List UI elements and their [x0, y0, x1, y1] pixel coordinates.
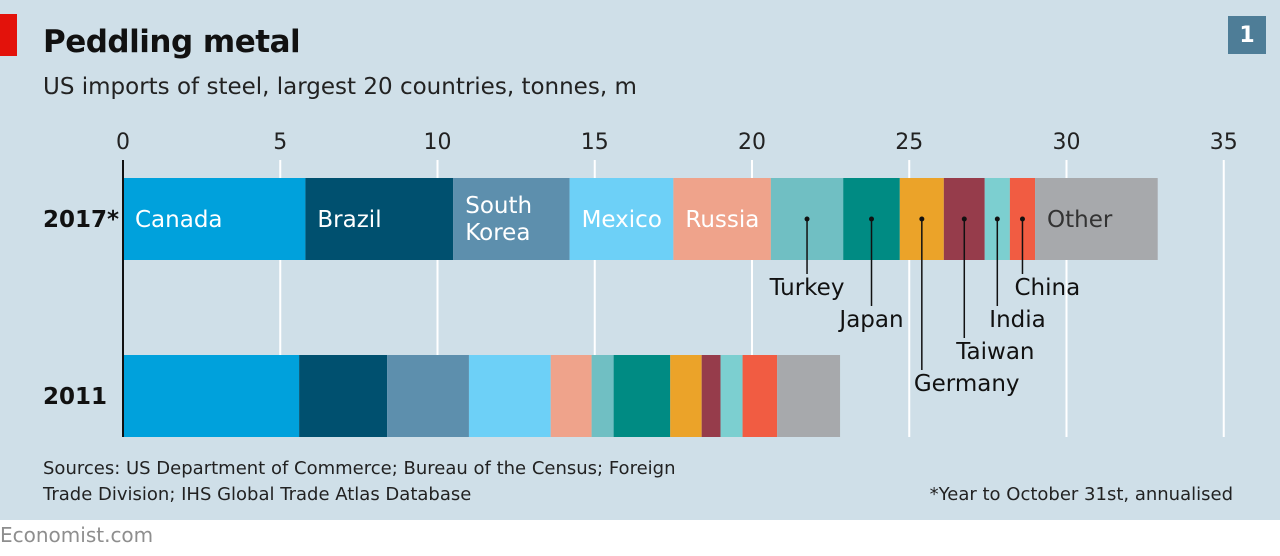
- chart-number-badge: 1: [1228, 16, 1266, 54]
- bar-segment: [720, 355, 743, 437]
- callout-label: Germany: [914, 371, 1020, 397]
- bar-segment: [468, 355, 551, 437]
- x-tick-label: 30: [1053, 130, 1081, 155]
- bar-segment: [670, 355, 702, 437]
- row-label: 2017*: [43, 207, 119, 233]
- footnote: *Year to October 31st, annualised: [929, 484, 1233, 505]
- brand-footer: Economist.com: [0, 523, 154, 547]
- x-tick-label: 20: [738, 130, 766, 155]
- callout-label: India: [989, 307, 1045, 333]
- segment-label: Brazil: [317, 207, 381, 233]
- bar-segment: [550, 355, 592, 437]
- brand-red-tag: [0, 14, 17, 56]
- bar-segment: [1035, 178, 1158, 260]
- bar-segment: [777, 355, 841, 437]
- segment-label: Russia: [685, 207, 759, 233]
- bar-segment: [123, 355, 300, 437]
- source-note: Sources: US Department of Commerce; Bure…: [43, 458, 676, 505]
- segment-label-line2: Korea: [465, 220, 530, 246]
- callout-label: China: [1014, 275, 1080, 301]
- segment-label-line1: South: [465, 193, 532, 219]
- x-tick-label: 35: [1210, 130, 1238, 155]
- stacked-bar-chart: 0 5 10 15 20 25 30 35 2017* 2011 Canada Brazil Sout…: [43, 130, 1238, 437]
- bar-segment: [387, 355, 469, 437]
- segment-label: Other: [1047, 207, 1113, 233]
- bar-segment: [742, 355, 778, 437]
- callout-label: Japan: [837, 307, 903, 333]
- bar-segment: [123, 178, 306, 260]
- chart-title: Peddling metal: [43, 24, 301, 60]
- x-tick-label: 0: [116, 130, 130, 155]
- bar-segment: [569, 178, 674, 260]
- chart-panel: Peddling metal US imports of steel, larg…: [0, 0, 1280, 520]
- x-tick-label: 15: [581, 130, 609, 155]
- bar-segment: [613, 355, 671, 437]
- row-label: 2011: [43, 384, 107, 410]
- callout-label: Taiwan: [955, 339, 1034, 365]
- callout-label: Turkey: [769, 275, 845, 301]
- bar-segment: [299, 355, 388, 437]
- bar-segment: [673, 178, 771, 260]
- segment-label: Mexico: [582, 207, 662, 233]
- bar-segment: [701, 355, 721, 437]
- bar-segment: [453, 178, 570, 260]
- x-tick-label: 25: [895, 130, 923, 155]
- chart-subtitle: US imports of steel, largest 20 countrie…: [43, 74, 637, 100]
- bar-segment: [591, 355, 614, 437]
- x-tick-label: 10: [424, 130, 452, 155]
- bar-segment: [305, 178, 454, 260]
- segment-label: Canada: [135, 207, 223, 233]
- x-tick-label: 5: [273, 130, 287, 155]
